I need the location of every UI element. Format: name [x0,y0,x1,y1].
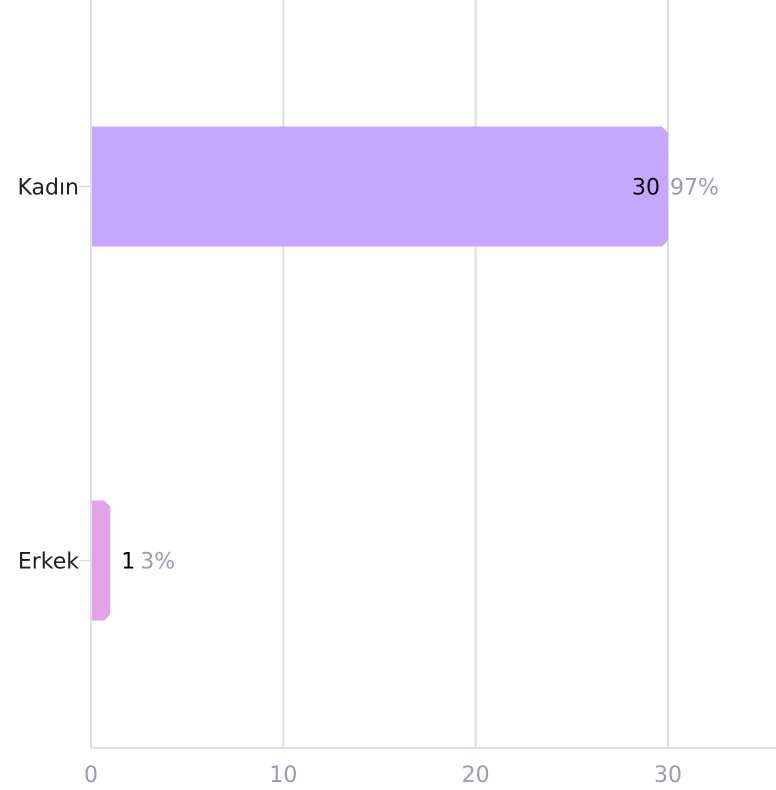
x-tick-label: 20 [462,763,490,788]
x-tick-label: 30 [654,763,682,788]
labels: 0 10 20 30 Kadın 30 97% Erkek 1 3% [17,176,718,789]
x-tick-label: 10 [269,763,297,788]
percent-label: 97% [670,176,719,201]
value-label: 30 [632,176,660,201]
category-label: Kadın [17,176,79,201]
category-label: Erkek [18,550,79,575]
x-tick-label: 0 [84,763,98,788]
percent-label: 3% [140,550,175,575]
value-label: 1 [121,550,135,575]
gridlines [282,0,669,748]
bar-0 [91,126,668,247]
axes [79,0,776,749]
bar-1 [91,500,111,621]
bars [91,126,668,621]
